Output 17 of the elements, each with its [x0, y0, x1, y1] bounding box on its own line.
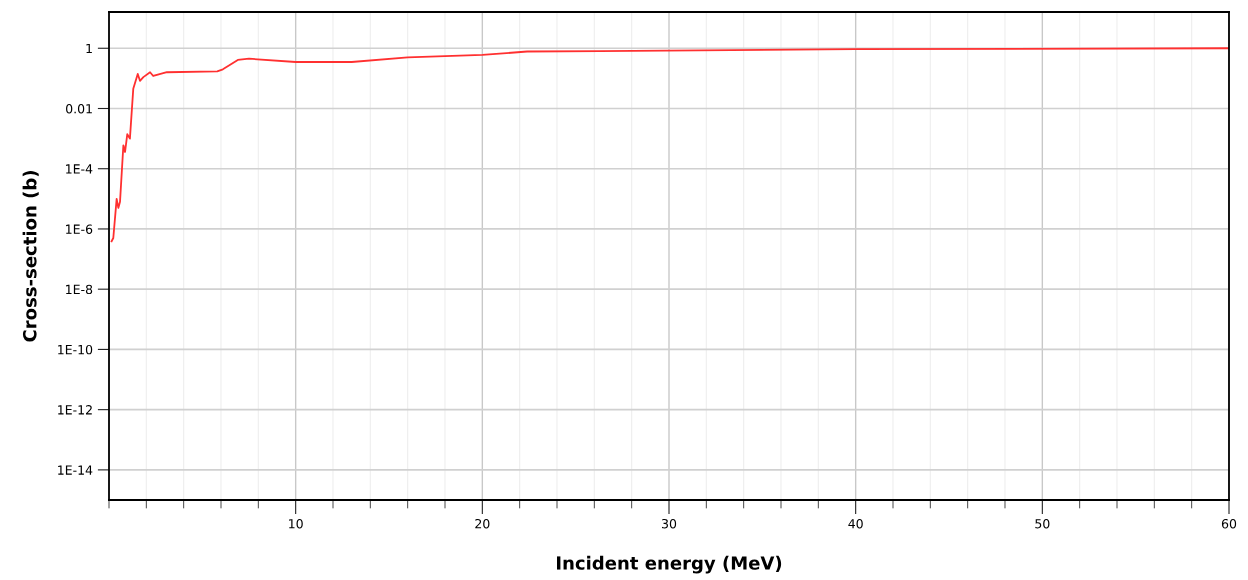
y-tick-label: 1	[86, 43, 92, 54]
y-tick-label: 1E-6	[66, 224, 93, 234]
x-tick-label: 40	[848, 518, 863, 529]
line-series	[110, 47, 1229, 243]
x-tick-label: 30	[662, 518, 677, 529]
y-tick-label: 1E-14	[58, 465, 93, 475]
y-tick-label: 1E-12	[58, 405, 92, 415]
y-tick-label: 1E-10	[58, 344, 93, 355]
x-tick-label: 60	[1221, 518, 1237, 529]
y-axis-title: Cross-section (b)	[22, 171, 39, 342]
x-tick-label: 50	[1035, 518, 1050, 529]
x-tick-label: 10	[289, 518, 303, 529]
x-tick-label: 20	[475, 518, 490, 529]
x-axis-title: Incident energy (MeV)	[557, 555, 782, 574]
y-tick-label: 0.01	[66, 103, 92, 114]
y-tick-label: 1E-4	[66, 164, 93, 174]
y-tick-label: 1E-8	[66, 284, 93, 295]
